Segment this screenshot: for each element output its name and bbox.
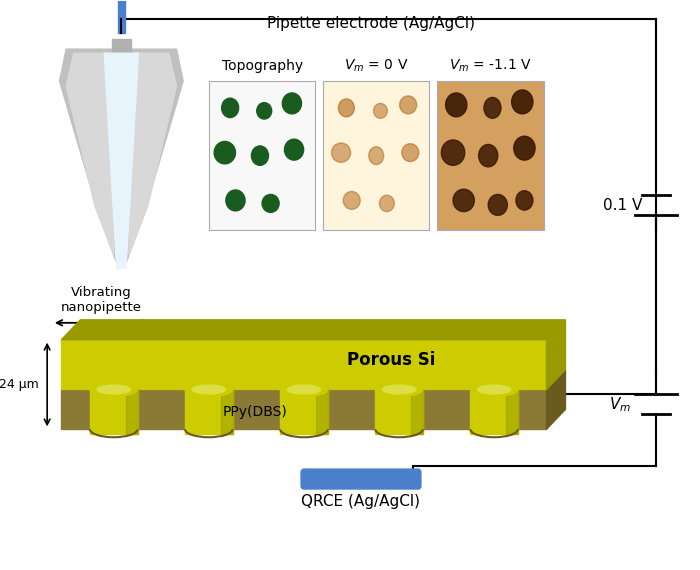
- Text: Vibrating
nanopipette: Vibrating nanopipette: [61, 286, 142, 314]
- Text: QRCE (Ag/AgCl): QRCE (Ag/AgCl): [302, 494, 421, 510]
- Polygon shape: [60, 49, 118, 268]
- Ellipse shape: [488, 194, 508, 215]
- Ellipse shape: [400, 96, 416, 114]
- Ellipse shape: [470, 382, 518, 397]
- Polygon shape: [547, 369, 566, 429]
- Bar: [90, 389, 137, 434]
- Polygon shape: [104, 53, 139, 268]
- Ellipse shape: [262, 194, 279, 213]
- Polygon shape: [62, 340, 547, 389]
- Polygon shape: [62, 320, 566, 340]
- Ellipse shape: [441, 140, 465, 165]
- Bar: [375, 389, 423, 434]
- Text: $V_m$ = 0 V: $V_m$ = 0 V: [344, 58, 408, 74]
- Bar: [118, 0, 125, 33]
- Text: 0.1 V: 0.1 V: [603, 198, 642, 213]
- Polygon shape: [112, 39, 131, 56]
- Bar: [437, 81, 544, 230]
- Ellipse shape: [282, 93, 302, 114]
- Bar: [209, 81, 315, 230]
- Ellipse shape: [251, 146, 269, 165]
- Text: PPy(DBS): PPy(DBS): [223, 405, 288, 420]
- Bar: [125, 389, 137, 434]
- Bar: [323, 81, 430, 230]
- Ellipse shape: [453, 189, 475, 211]
- Ellipse shape: [479, 144, 498, 167]
- FancyBboxPatch shape: [301, 469, 421, 489]
- Bar: [411, 389, 423, 434]
- Bar: [185, 389, 232, 434]
- Bar: [437, 81, 544, 230]
- Ellipse shape: [514, 136, 535, 160]
- Bar: [209, 81, 315, 230]
- Ellipse shape: [287, 385, 321, 394]
- Bar: [506, 389, 518, 434]
- Ellipse shape: [516, 191, 533, 210]
- Ellipse shape: [446, 93, 467, 117]
- Text: 24 μm: 24 μm: [0, 378, 38, 391]
- Bar: [220, 389, 232, 434]
- Bar: [280, 389, 328, 434]
- Bar: [470, 389, 518, 434]
- Ellipse shape: [375, 382, 423, 397]
- Text: Pipette electrode (Ag/AgCl): Pipette electrode (Ag/AgCl): [267, 16, 475, 31]
- Ellipse shape: [332, 143, 351, 162]
- Polygon shape: [62, 389, 547, 429]
- Polygon shape: [129, 53, 176, 255]
- Ellipse shape: [374, 103, 387, 119]
- Ellipse shape: [369, 146, 384, 165]
- Ellipse shape: [512, 90, 533, 114]
- Ellipse shape: [484, 97, 501, 119]
- Ellipse shape: [185, 382, 232, 397]
- Ellipse shape: [222, 98, 239, 117]
- Text: $V_m$ = -1.1 V: $V_m$ = -1.1 V: [449, 58, 532, 74]
- Ellipse shape: [477, 385, 511, 394]
- Text: Topography: Topography: [221, 59, 302, 73]
- Bar: [323, 81, 430, 230]
- Ellipse shape: [284, 139, 304, 160]
- Ellipse shape: [338, 99, 354, 117]
- Ellipse shape: [226, 190, 245, 211]
- Polygon shape: [66, 53, 113, 255]
- Bar: [316, 389, 328, 434]
- Polygon shape: [124, 49, 183, 268]
- Ellipse shape: [193, 385, 225, 394]
- Ellipse shape: [379, 195, 394, 211]
- Text: $V_m$: $V_m$: [608, 395, 631, 414]
- Ellipse shape: [382, 385, 416, 394]
- Text: Porous Si: Porous Si: [347, 351, 435, 369]
- Ellipse shape: [280, 382, 328, 397]
- Ellipse shape: [343, 192, 360, 209]
- Polygon shape: [62, 369, 566, 389]
- Ellipse shape: [402, 144, 419, 162]
- Ellipse shape: [90, 382, 137, 397]
- Polygon shape: [547, 320, 566, 389]
- Ellipse shape: [257, 103, 272, 119]
- Ellipse shape: [97, 385, 130, 394]
- Ellipse shape: [214, 141, 235, 164]
